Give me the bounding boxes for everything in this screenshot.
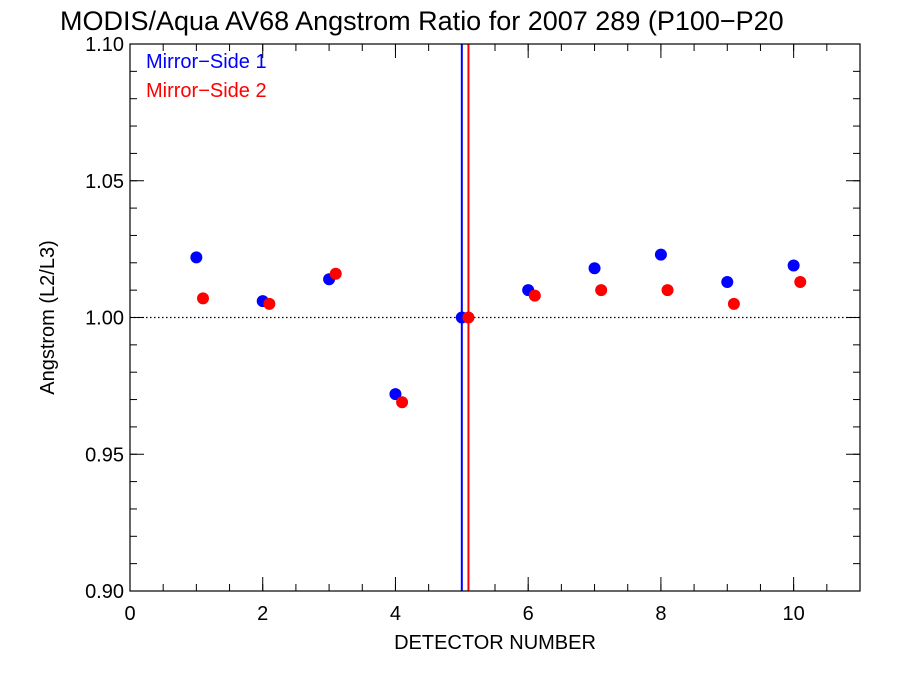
data-point-series-1 xyxy=(588,262,601,275)
x-tick-label: 0 xyxy=(124,603,135,625)
data-point-series-1 xyxy=(190,251,203,264)
y-tick-label: 1.10 xyxy=(85,34,124,56)
minor-ticks xyxy=(129,43,861,592)
data-point-series-2 xyxy=(794,275,807,288)
x-tick-label: 10 xyxy=(783,603,805,625)
data-point-series-2 xyxy=(329,267,342,280)
data-point-series-1 xyxy=(654,248,667,261)
x-tick-label: 4 xyxy=(390,603,401,625)
y-tick-label: 0.90 xyxy=(85,581,124,603)
legend-entry-series-1: Mirror−Side 1 xyxy=(146,51,267,73)
x-tick-label: 8 xyxy=(655,603,666,625)
data-point-series-1 xyxy=(787,259,800,272)
legend: Mirror−Side 1 Mirror−Side 2 xyxy=(146,51,267,102)
data-point-series-1 xyxy=(389,388,402,401)
x-tick-label: 2 xyxy=(257,603,268,625)
x-axis-label: DETECTOR NUMBER xyxy=(394,632,596,654)
data-point-series-2 xyxy=(528,289,541,302)
data-point-series-2 xyxy=(197,292,209,305)
x-tick-labels: 0 2 4 6 8 10 xyxy=(124,603,804,625)
y-tick-label: 1.00 xyxy=(85,308,124,330)
x-tick-label: 6 xyxy=(523,603,534,625)
plot-frame xyxy=(129,43,861,592)
y-axis-label: Angstrom (L2/L3) xyxy=(37,240,59,395)
data-point-series-2 xyxy=(263,297,276,310)
y-tick-label: 1.05 xyxy=(85,171,124,193)
data-points xyxy=(190,248,807,409)
y-tick-label: 0.95 xyxy=(85,444,124,466)
data-point-series-2 xyxy=(462,311,475,324)
data-point-series-2 xyxy=(595,284,608,297)
data-point-series-2 xyxy=(396,396,409,409)
data-point-series-2 xyxy=(661,284,674,297)
y-tick-labels: 0.90 0.95 1.00 1.05 1.10 xyxy=(85,34,124,603)
legend-entry-series-2: Mirror−Side 2 xyxy=(146,80,267,102)
data-point-series-1 xyxy=(721,275,734,288)
data-point-series-2 xyxy=(727,297,740,310)
chart-title: MODIS/Aqua AV68 Angstrom Ratio for 2007 … xyxy=(60,6,784,36)
